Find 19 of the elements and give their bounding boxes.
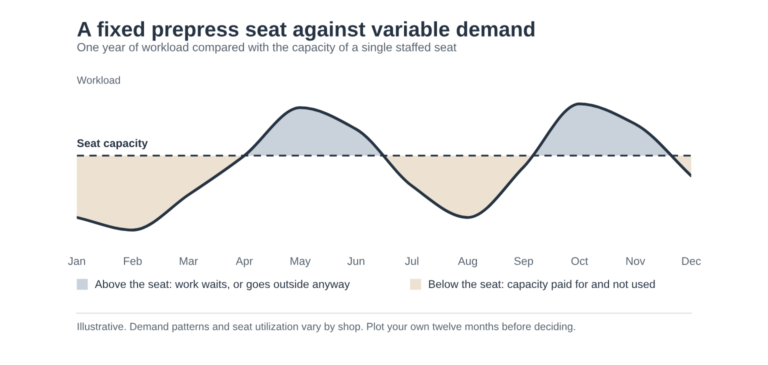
x-tick-label: Aug: [458, 257, 477, 268]
x-tick-label: Feb: [124, 256, 142, 265]
text: Illustrative. Demand patterns and seat utilization vary by shop. Plot your own twelve months before deciding.: [78, 322, 575, 332]
x-tick-label: Oct: [571, 257, 588, 265]
x-tick-label: Jul: [405, 256, 418, 265]
x-tick-label: Nov: [626, 257, 646, 265]
x-tick-label: Sep: [514, 257, 534, 268]
chart-title: A fixed prepress seat against variable demand: [77, 21, 534, 41]
y-axis-title: Workload: [76, 76, 120, 84]
x-tick-label: Jan: [68, 257, 86, 265]
x-tick-label: May: [290, 257, 311, 268]
text: Above the seat: work waits, or goes outside anyway: [94, 280, 350, 290]
x-tick-label: Jun: [347, 257, 364, 265]
chart-subtitle: One year of workload compared with the capacity of a single staffed seat: [77, 42, 456, 54]
text: Below the seat: capacity paid for and not used: [429, 280, 655, 290]
x-tick-label: Dec: [682, 257, 701, 265]
x-tick-label: Apr: [236, 257, 253, 268]
x-tick-label: Mar: [180, 257, 198, 265]
ref-line-label: Seat capacity: [77, 138, 148, 150]
